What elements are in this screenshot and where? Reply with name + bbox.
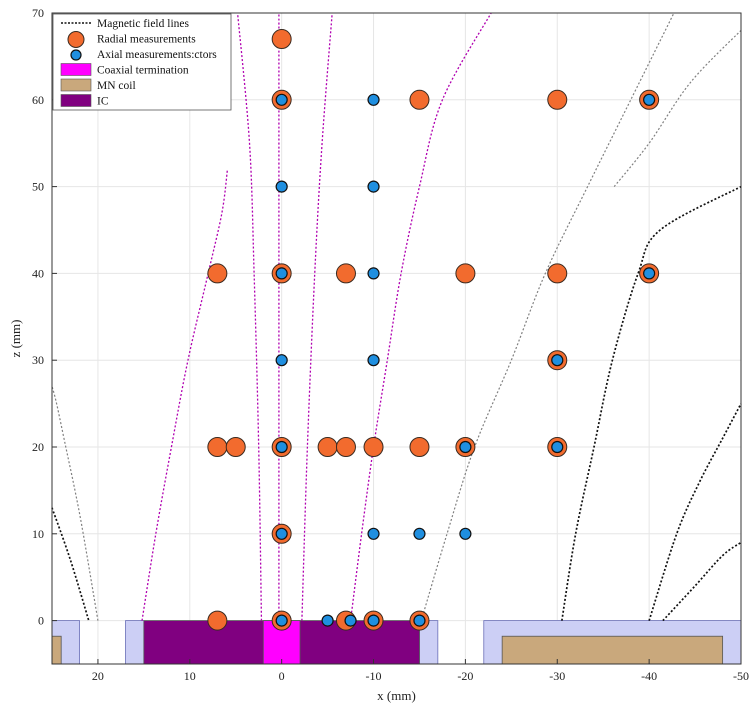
legend-box	[52, 13, 232, 111]
axial-point	[643, 93, 656, 106]
axial-point	[275, 267, 288, 280]
region-housing	[125, 620, 145, 665]
radial-point	[547, 89, 568, 110]
x-tick-label: -30	[549, 669, 565, 683]
axial-point	[551, 354, 564, 367]
radial-point	[409, 437, 430, 457]
axial-point	[551, 440, 564, 454]
legend-label-radial: Radial measurements	[97, 34, 196, 46]
legend-label-coax: Coaxial termination	[97, 65, 189, 77]
radial-point	[455, 263, 476, 284]
legend-label-ic: IC	[97, 96, 109, 108]
regions	[51, 620, 742, 665]
axial-point	[367, 614, 380, 627]
grid	[52, 12, 742, 664]
field-line	[51, 386, 99, 621]
axial-point	[275, 354, 288, 367]
legend-swatch-ic	[60, 94, 92, 107]
field-line	[349, 12, 492, 621]
field-line	[420, 12, 675, 621]
region-mn	[51, 635, 62, 665]
field-line	[662, 541, 742, 622]
y-tick-label: 0	[38, 614, 44, 628]
legend-label-mn: MN coil	[97, 80, 136, 92]
axial-point	[643, 267, 656, 280]
plot-frame	[51, 12, 742, 665]
axial-point	[275, 614, 288, 627]
radial-point	[335, 437, 356, 457]
radial-point	[547, 263, 568, 284]
radial-point	[207, 610, 228, 631]
radial-point	[207, 437, 228, 457]
radial-point	[225, 437, 246, 457]
axial-point	[459, 527, 472, 540]
axial-point	[367, 354, 380, 367]
legend: Magnetic field lines Radial measurements A…	[52, 13, 232, 111]
field-lines	[51, 12, 742, 622]
field-line	[236, 12, 263, 621]
legend-label-axial: Axial measurements:ctors	[97, 49, 217, 61]
x-tick-label: -10	[366, 669, 382, 683]
data-points	[207, 29, 660, 631]
radial-point	[363, 437, 384, 457]
axial-point	[275, 180, 288, 193]
legend-swatch-mn	[60, 78, 92, 92]
radial-point	[317, 437, 338, 457]
y-tick-label: 70	[32, 6, 44, 20]
field-line	[51, 507, 90, 621]
x-tick-label: 20	[92, 669, 104, 683]
tick-labels: 20 10 0 -10 -20 -30 -40 -50 0 10 20 30 40 50 60 70	[32, 6, 749, 683]
field-line	[613, 29, 742, 187]
y-tick-label: 20	[32, 440, 44, 454]
radial-point	[271, 29, 292, 50]
axial-point	[344, 614, 357, 627]
legend-swatch-coax	[60, 63, 92, 76]
y-tick-label: 10	[32, 527, 44, 541]
axial-point	[413, 527, 426, 540]
y-axis-label: z (mm)	[8, 320, 23, 358]
field-line	[141, 169, 229, 621]
field-line	[301, 12, 333, 621]
x-tick-label: 0	[279, 669, 285, 683]
field-line	[648, 403, 742, 621]
x-axis-label: x (mm)	[377, 688, 416, 703]
field-line	[561, 185, 742, 621]
y-tick-label: 40	[32, 266, 44, 280]
x-tick-label: -40	[641, 669, 657, 683]
radial-point	[335, 263, 356, 284]
axial-point	[321, 614, 334, 627]
axes-box	[51, 12, 742, 665]
radial-point	[207, 263, 228, 284]
axial-point	[275, 93, 288, 106]
axial-point	[275, 440, 288, 454]
x-tick-label: -20	[457, 669, 473, 683]
axial-point	[367, 93, 380, 106]
y-tick-label: 50	[32, 180, 44, 194]
axial-point	[367, 527, 380, 540]
axial-point	[367, 180, 380, 193]
axial-point	[367, 267, 380, 280]
radial-point	[409, 89, 430, 110]
x-tick-label: -50	[733, 669, 749, 683]
axial-point	[413, 614, 426, 627]
axial-point	[275, 527, 288, 540]
legend-label-field_lines: Magnetic field lines	[97, 18, 189, 30]
x-tick-label: 10	[184, 669, 196, 683]
axial-point	[459, 440, 472, 454]
y-tick-label: 60	[32, 93, 44, 107]
legend-swatch-radial	[67, 31, 85, 48]
region-mn	[501, 635, 724, 665]
y-tick-label: 30	[32, 353, 44, 367]
legend-swatch-axial	[70, 49, 82, 61]
